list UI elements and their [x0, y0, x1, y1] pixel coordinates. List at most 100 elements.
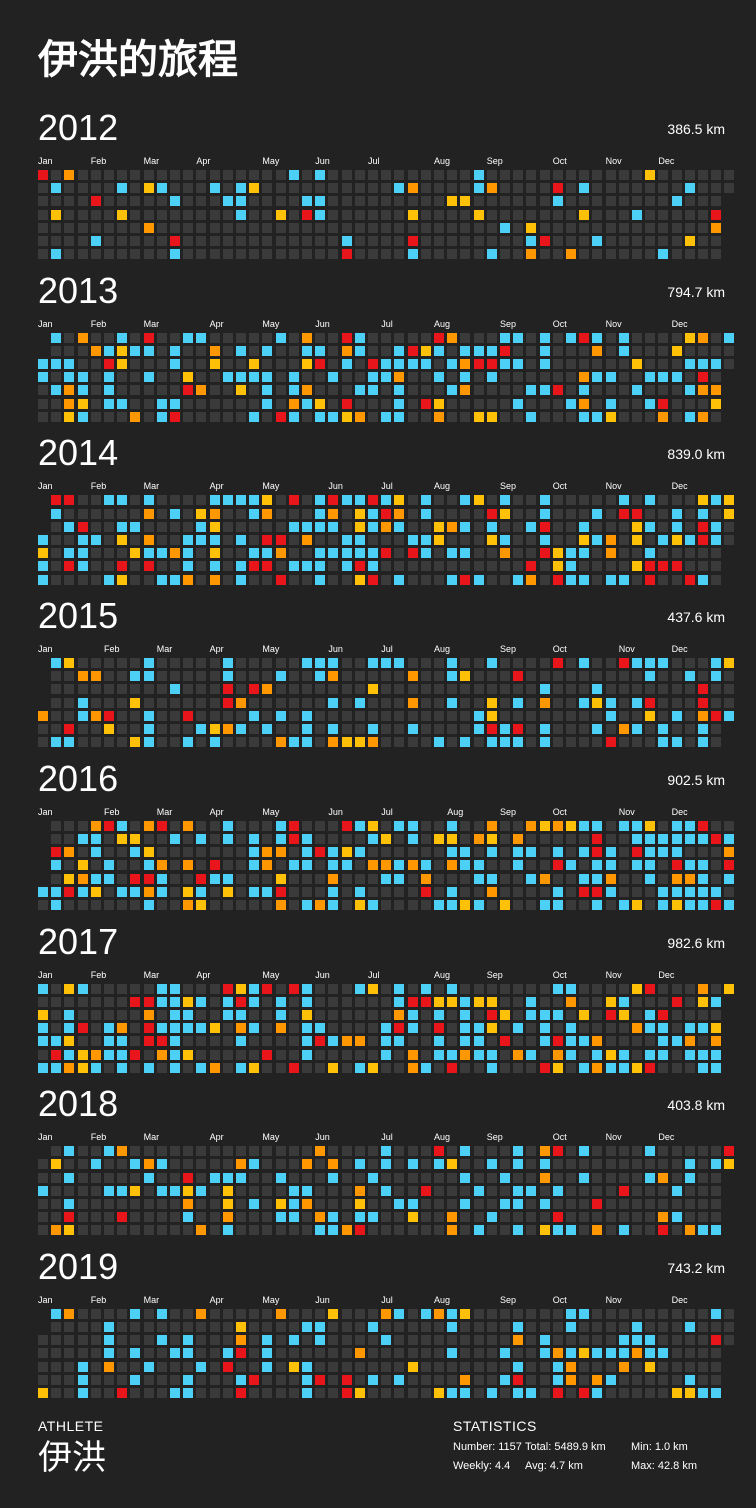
- day-cell: [684, 209, 695, 220]
- day-cell: [618, 345, 629, 356]
- day-cell: [236, 359, 246, 370]
- day-cell: [579, 847, 590, 858]
- day-cell: [196, 873, 207, 884]
- day-cell: [51, 209, 62, 220]
- day-cell: [196, 1308, 207, 1319]
- day-cell: [486, 1212, 497, 1223]
- day-cell: [222, 1225, 233, 1236]
- day-cell: [460, 737, 471, 748]
- day-cell: [658, 359, 669, 370]
- day-cell: [130, 508, 141, 519]
- day-cell: [196, 359, 207, 370]
- day-cell: [368, 1049, 378, 1060]
- day-cell: [513, 1159, 524, 1170]
- day-cell: [645, 833, 656, 844]
- day-cell: [236, 1009, 246, 1020]
- day-cell: [460, 495, 471, 506]
- day-cell: [117, 1146, 128, 1157]
- month-label: Jun: [315, 1294, 330, 1305]
- day-cell: [632, 548, 642, 559]
- day-cell: [275, 1198, 286, 1209]
- day-cell: [222, 574, 233, 585]
- day-cell: [566, 1049, 576, 1060]
- day-cell: [341, 1225, 352, 1236]
- day-cell: [302, 899, 312, 910]
- day-cell: [77, 983, 88, 994]
- day-cell: [341, 996, 352, 1007]
- day-cell: [38, 1172, 48, 1183]
- day-cell: [605, 548, 616, 559]
- day-cell: [143, 209, 154, 220]
- day-cell: [288, 345, 299, 356]
- day-cell: [420, 1049, 431, 1060]
- day-cell: [90, 1374, 101, 1385]
- day-cell: [539, 1062, 550, 1073]
- day-cell: [579, 1374, 590, 1385]
- day-cell: [183, 737, 194, 748]
- day-cell: [249, 697, 260, 708]
- day-cell: [420, 521, 431, 532]
- day-cell: [447, 411, 458, 422]
- day-cell: [539, 1185, 550, 1196]
- day-cell: [341, 398, 352, 409]
- day-cell: [209, 1335, 220, 1346]
- day-cell: [684, 1388, 695, 1399]
- day-cell: [209, 833, 220, 844]
- day-cell: [209, 1159, 220, 1170]
- day-cell: [618, 886, 629, 897]
- day-cell: [592, 548, 603, 559]
- day-cell: [222, 1335, 233, 1346]
- day-cell: [368, 684, 378, 695]
- day-cell: [130, 411, 141, 422]
- day-cell: [302, 521, 312, 532]
- day-cell: [381, 495, 392, 506]
- day-cell: [222, 548, 233, 559]
- day-cell: [513, 873, 524, 884]
- day-cell: [698, 1146, 708, 1157]
- day-cell: [222, 1185, 233, 1196]
- day-cell: [130, 385, 141, 396]
- day-cell: [645, 183, 656, 194]
- day-cell: [539, 710, 550, 721]
- day-cell: [526, 820, 537, 831]
- day-cell: [90, 658, 101, 669]
- day-cell: [236, 1185, 246, 1196]
- day-cell: [526, 899, 537, 910]
- day-cell: [262, 521, 273, 532]
- day-cell: [500, 345, 510, 356]
- day-cell: [156, 209, 167, 220]
- day-cell: [605, 886, 616, 897]
- day-cell: [249, 249, 260, 260]
- day-cell: [236, 1348, 246, 1359]
- day-cell: [341, 873, 352, 884]
- day-cell: [51, 1023, 62, 1034]
- day-cell: [328, 359, 339, 370]
- day-cell: [117, 737, 128, 748]
- day-cell: [104, 385, 114, 396]
- day-cell: [526, 1322, 537, 1333]
- day-cell: [711, 359, 722, 370]
- day-cell: [90, 548, 101, 559]
- day-cell: [513, 847, 524, 858]
- day-cell: [262, 222, 273, 233]
- day-cell: [196, 495, 207, 506]
- day-cell: [64, 359, 75, 370]
- month-label: Sep: [500, 318, 517, 329]
- day-cell: [315, 548, 326, 559]
- day-cell: [592, 332, 603, 343]
- day-cell: [420, 847, 431, 858]
- day-cell: [566, 658, 576, 669]
- day-cell: [236, 236, 246, 246]
- day-cell: [170, 1172, 180, 1183]
- day-cell: [51, 359, 62, 370]
- day-cell: [368, 873, 378, 884]
- day-cell: [684, 1023, 695, 1034]
- day-cell: [539, 495, 550, 506]
- day-cell: [486, 697, 497, 708]
- day-cell: [236, 983, 246, 994]
- day-cell: [143, 170, 154, 180]
- day-cell: [684, 1198, 695, 1209]
- day-cell: [698, 1159, 708, 1170]
- day-cell: [315, 1212, 326, 1223]
- day-cell: [513, 1322, 524, 1333]
